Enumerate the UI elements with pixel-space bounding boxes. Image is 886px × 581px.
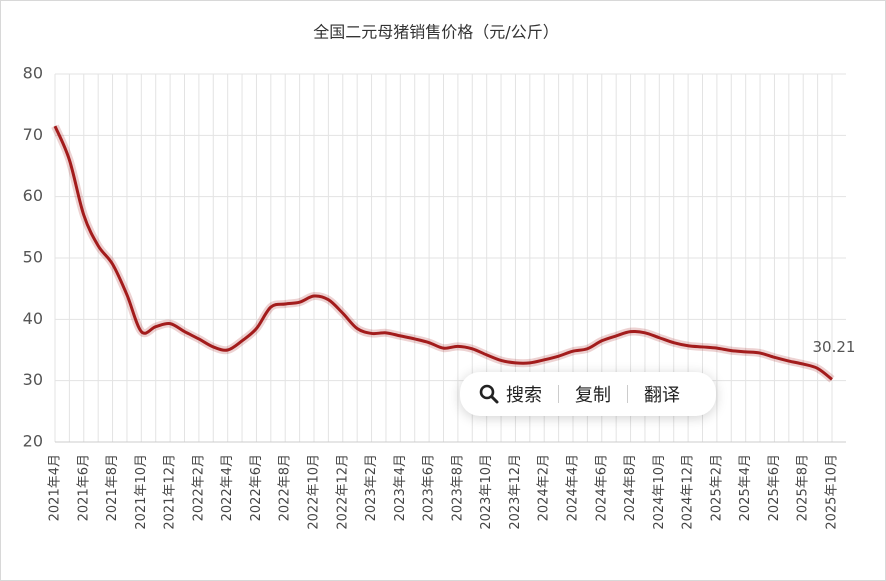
x-tick-label: 2022年12月 — [335, 454, 350, 530]
x-tick-label: 2023年4月 — [393, 454, 408, 521]
x-tick-label: 2023年6月 — [422, 454, 437, 521]
menu-item[interactable]: 复制 — [575, 385, 611, 406]
x-tick-label: 2024年4月 — [566, 454, 581, 521]
x-tick-label: 2025年6月 — [767, 454, 782, 521]
context-menu: 搜索 复制 翻译 — [460, 372, 716, 416]
search-icon[interactable] — [478, 383, 500, 405]
menu-item[interactable]: 搜索 — [506, 385, 542, 406]
x-tick-label: 2024年12月 — [681, 454, 696, 530]
x-tick-label: 2024年8月 — [623, 454, 638, 521]
y-tick-label: 60 — [23, 186, 43, 205]
chart-title: 全国二元母猪销售价格（元/公斤） — [313, 23, 558, 42]
separator — [627, 385, 628, 403]
y-tick-label: 30 — [23, 370, 43, 389]
y-tick-label: 70 — [23, 125, 43, 144]
data-label: 30.21 — [813, 338, 856, 356]
x-tick-label: 2023年8月 — [450, 454, 465, 521]
x-tick-label: 2021年6月 — [76, 454, 91, 521]
x-tick-label: 2025年2月 — [709, 454, 724, 521]
x-tick-label: 2025年10月 — [825, 454, 840, 530]
y-tick-label: 20 — [23, 432, 43, 451]
x-tick-label: 2022年8月 — [278, 454, 293, 521]
y-tick-label: 80 — [23, 64, 43, 83]
x-tick-label: 2021年8月 — [105, 454, 120, 521]
x-tick-label: 2021年10月 — [134, 454, 149, 530]
x-tick-label: 2024年10月 — [652, 454, 667, 530]
x-tick-label: 2025年8月 — [796, 454, 811, 521]
y-tick-label: 50 — [23, 248, 43, 267]
x-tick-label: 2022年2月 — [191, 454, 206, 521]
x-tick-label: 2021年12月 — [163, 454, 178, 530]
x-tick-label: 2023年10月 — [479, 454, 494, 530]
x-tick-label: 2023年2月 — [364, 454, 379, 521]
x-tick-label: 2024年2月 — [537, 454, 552, 521]
x-tick-label: 2022年4月 — [220, 454, 235, 521]
y-tick-label: 40 — [23, 309, 43, 328]
menu-item[interactable]: 翻译 — [644, 385, 680, 406]
x-tick-label: 2022年6月 — [249, 454, 264, 521]
x-tick-label: 2021年4月 — [48, 454, 63, 521]
x-tick-label: 2022年10月 — [307, 454, 322, 530]
x-tick-label: 2025年4月 — [738, 454, 753, 521]
x-tick-label: 2024年6月 — [594, 454, 609, 521]
separator — [558, 385, 559, 403]
x-tick-label: 2023年12月 — [508, 454, 523, 530]
line — [53, 125, 833, 381]
